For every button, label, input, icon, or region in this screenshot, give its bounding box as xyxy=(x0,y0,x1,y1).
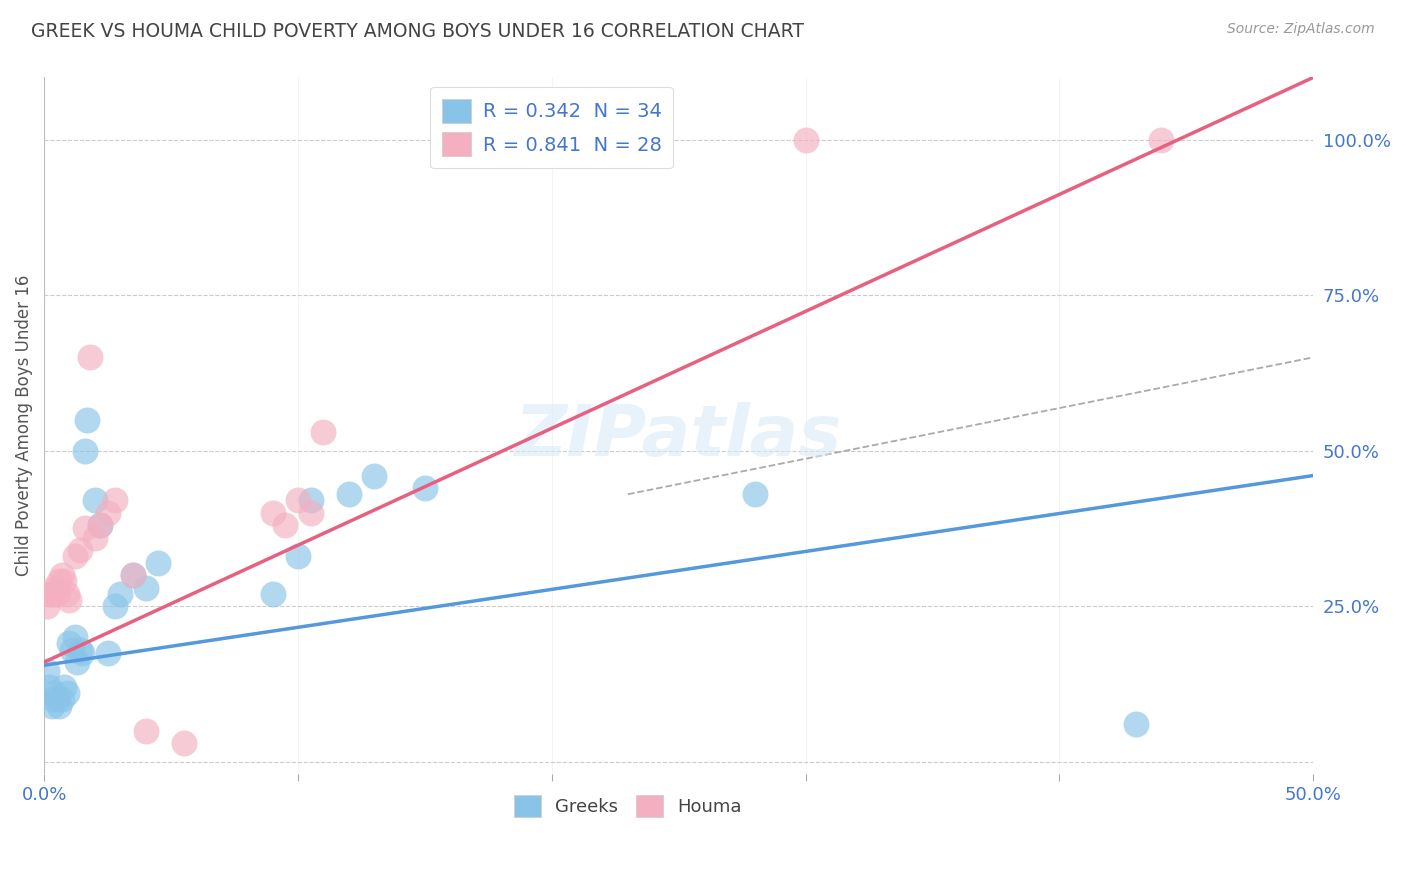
Point xyxy=(104,493,127,508)
Point xyxy=(83,493,105,508)
Point xyxy=(51,568,73,582)
Point xyxy=(48,698,70,713)
Point xyxy=(287,549,309,564)
Point xyxy=(97,506,120,520)
Point xyxy=(122,568,145,582)
Point xyxy=(41,692,63,706)
Point xyxy=(744,487,766,501)
Point xyxy=(89,518,111,533)
Point xyxy=(287,493,309,508)
Point xyxy=(76,412,98,426)
Point xyxy=(70,646,93,660)
Point xyxy=(66,655,89,669)
Point xyxy=(79,351,101,365)
Point xyxy=(97,646,120,660)
Point xyxy=(363,468,385,483)
Point xyxy=(38,587,60,601)
Legend: Greeks, Houma: Greeks, Houma xyxy=(506,788,749,824)
Point xyxy=(89,518,111,533)
Point xyxy=(794,133,817,147)
Point xyxy=(44,686,66,700)
Point xyxy=(35,665,58,679)
Point xyxy=(35,599,58,614)
Point xyxy=(299,493,322,508)
Point xyxy=(44,581,66,595)
Point xyxy=(135,723,157,738)
Point xyxy=(58,593,80,607)
Point xyxy=(110,587,132,601)
Point xyxy=(45,692,67,706)
Point xyxy=(51,692,73,706)
Text: Source: ZipAtlas.com: Source: ZipAtlas.com xyxy=(1227,22,1375,37)
Point xyxy=(41,698,63,713)
Point xyxy=(53,574,76,589)
Point xyxy=(337,487,360,501)
Point xyxy=(53,680,76,694)
Point xyxy=(45,587,67,601)
Point xyxy=(38,680,60,694)
Point xyxy=(1150,133,1173,147)
Point xyxy=(58,636,80,650)
Text: ZIPatlas: ZIPatlas xyxy=(515,401,842,471)
Point xyxy=(173,736,195,750)
Point xyxy=(63,549,86,564)
Point xyxy=(69,642,91,657)
Point xyxy=(48,574,70,589)
Point xyxy=(83,531,105,545)
Y-axis label: Child Poverty Among Boys Under 16: Child Poverty Among Boys Under 16 xyxy=(15,275,32,576)
Point xyxy=(148,556,170,570)
Point xyxy=(56,587,79,601)
Text: GREEK VS HOUMA CHILD POVERTY AMONG BOYS UNDER 16 CORRELATION CHART: GREEK VS HOUMA CHILD POVERTY AMONG BOYS … xyxy=(31,22,804,41)
Point xyxy=(122,568,145,582)
Point xyxy=(262,587,284,601)
Point xyxy=(73,443,96,458)
Point xyxy=(69,543,91,558)
Point xyxy=(60,642,83,657)
Point xyxy=(413,481,436,495)
Point xyxy=(63,630,86,644)
Point xyxy=(104,599,127,614)
Point xyxy=(299,506,322,520)
Point xyxy=(135,581,157,595)
Point xyxy=(41,587,63,601)
Point xyxy=(56,686,79,700)
Point xyxy=(312,425,335,439)
Point xyxy=(274,518,297,533)
Point xyxy=(262,506,284,520)
Point xyxy=(1125,717,1147,731)
Point xyxy=(73,521,96,535)
